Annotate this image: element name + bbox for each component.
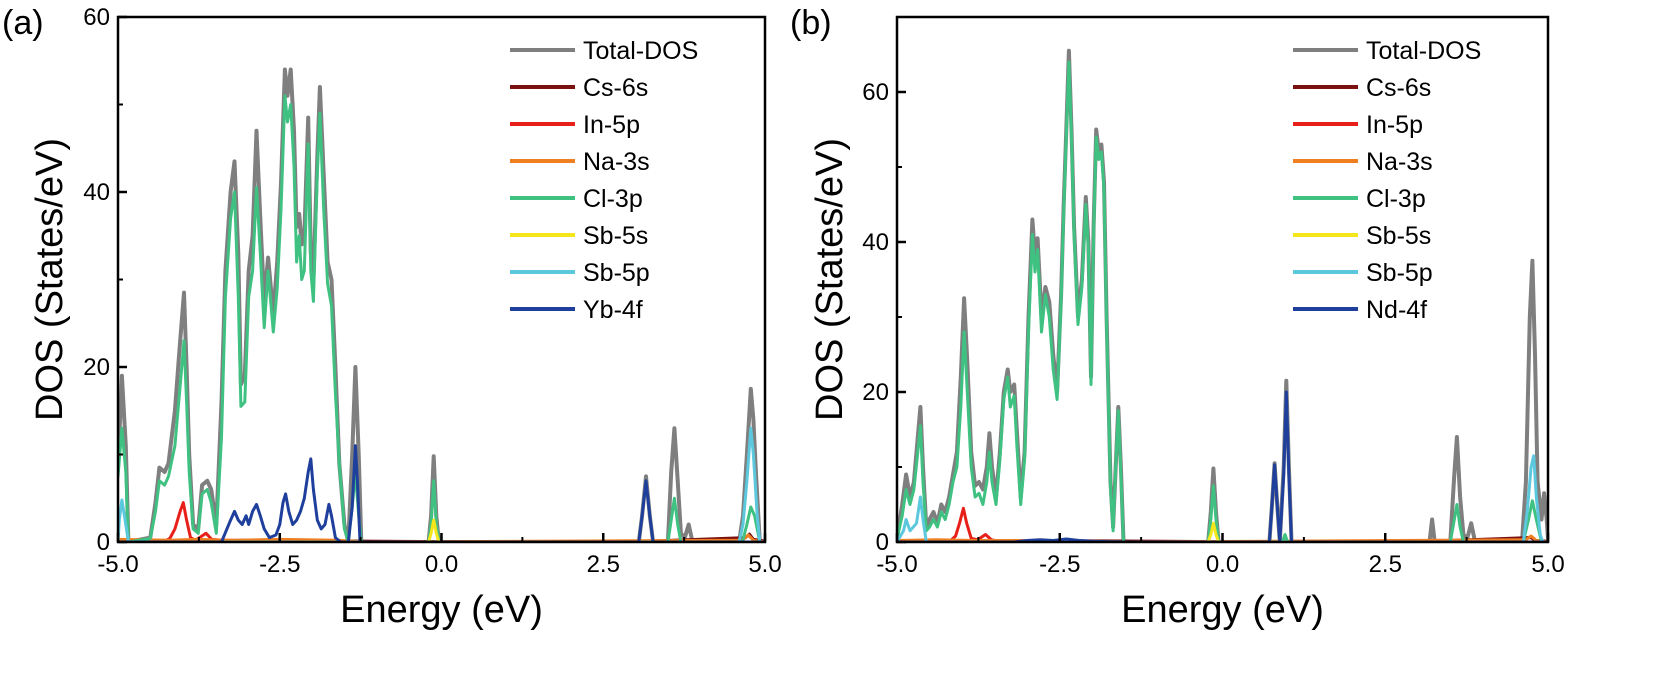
legend-entry: Sb-5p <box>583 259 650 287</box>
legend-entry: In-5p <box>583 111 640 139</box>
y-tick-label: 0 <box>876 529 889 556</box>
panel-label: (a) <box>2 4 44 42</box>
plot-frame <box>895 15 1550 544</box>
x-axis-label: Energy (eV) <box>340 589 543 631</box>
x-axis-label: Energy (eV) <box>1121 589 1324 631</box>
series-line-sb-5p <box>897 454 1548 542</box>
legend-entry: Na-3s <box>1366 148 1433 176</box>
series-line-cl-3p <box>118 94 765 542</box>
legend: Total-DOS Cs-6s In-5p Na-3s Cl-3p Sb-5s Sb-5p Y… <box>510 37 698 324</box>
legend-entry: In-5p <box>1366 111 1423 139</box>
series-group <box>897 48 1548 542</box>
legend-entry: Cl-3p <box>583 185 643 213</box>
x-tick-label: -5.0 <box>876 551 917 578</box>
series-group <box>118 67 765 542</box>
legend-entry: Cl-3p <box>1366 185 1426 213</box>
panel-label: (b) <box>790 4 832 42</box>
x-tick-label: -2.5 <box>1039 551 1080 578</box>
series-line-sb-5p <box>118 426 765 542</box>
legend-entry: Sb-5p <box>1366 259 1433 287</box>
y-tick-label: 60 <box>862 79 889 106</box>
legend-entry: Cs-6s <box>583 74 648 102</box>
x-tick-label: 2.5 <box>1369 551 1402 578</box>
series-line-total-dos <box>118 67 765 542</box>
series-line-total-dos <box>897 48 1548 542</box>
x-tick-label: 0.0 <box>1206 551 1239 578</box>
legend-entry: Yb-4f <box>583 296 643 324</box>
x-tick-label: -2.5 <box>259 551 300 578</box>
legend-entry: Cs-6s <box>1366 74 1431 102</box>
y-tick-label: 40 <box>83 179 110 206</box>
dos-panel-b: -5.0 -2.5 0.0 2.5 5.0 0 20 40 60 Energy (eV) DOS (… <box>790 4 1565 631</box>
y-tick-label: 20 <box>83 354 110 381</box>
x-tick-label: 0.0 <box>425 551 458 578</box>
x-tick-label: -5.0 <box>97 551 138 578</box>
y-tick-label: 0 <box>97 529 110 556</box>
y-tick-label: 20 <box>862 379 889 406</box>
x-tick-label: 2.5 <box>587 551 620 578</box>
legend-entry: Total-DOS <box>583 37 698 65</box>
legend-entry: Total-DOS <box>1366 37 1481 65</box>
legend-entry: Sb-5s <box>583 222 648 250</box>
legend-entry: Sb-5s <box>1366 222 1431 250</box>
series-line-yb-4f <box>118 444 765 542</box>
series-line-sb-5s <box>897 521 1548 542</box>
series-line-sb-5s <box>118 518 765 542</box>
y-tick-label: 40 <box>862 229 889 256</box>
series-line-nd-4f <box>897 390 1548 542</box>
plot-frame <box>116 15 767 544</box>
legend-entry: Nd-4f <box>1366 296 1427 324</box>
y-axis-label: DOS (States/eV) <box>29 138 71 421</box>
y-tick-label: 60 <box>83 4 110 31</box>
legend: Total-DOS Cs-6s In-5p Na-3s Cl-3p Sb-5s Sb-5p N… <box>1293 37 1481 324</box>
dos-panel-a: -5.0 -2.5 0.0 2.5 5.0 0 20 40 60 Energy (eV) DOS (… <box>2 4 782 631</box>
x-tick-label: 5.0 <box>1531 551 1564 578</box>
x-tick-label: 5.0 <box>748 551 781 578</box>
y-axis-label: DOS (States/eV) <box>809 138 851 421</box>
legend-entry: Na-3s <box>583 148 650 176</box>
series-line-cl-3p <box>897 60 1548 542</box>
